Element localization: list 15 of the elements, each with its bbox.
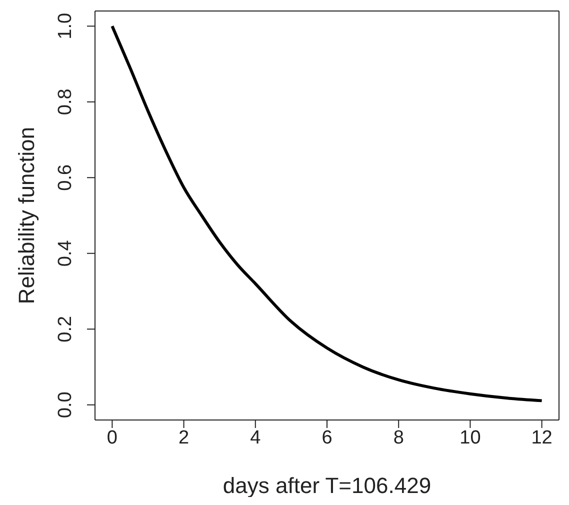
x-tick-label: 10 [460, 427, 481, 448]
y-tick-label: 1.0 [55, 12, 76, 40]
x-tick-label: 12 [531, 427, 552, 448]
x-tick-label: 6 [322, 427, 332, 448]
y-tick-label: 0.4 [55, 240, 76, 267]
x-tick-label: 4 [250, 427, 262, 448]
y-axis-title: Reliability function [14, 126, 39, 304]
x-tick-label: 2 [178, 427, 190, 448]
y-tick-label: 0.0 [55, 392, 76, 418]
y-tick-label: 0.6 [55, 164, 76, 191]
line-series [110, 24, 544, 402]
x-tick-label: 8 [393, 427, 404, 448]
x-tick-label: 0 [106, 427, 118, 448]
y-tick-label: 0.2 [55, 316, 76, 342]
y-tick-label: 0.8 [55, 88, 76, 116]
